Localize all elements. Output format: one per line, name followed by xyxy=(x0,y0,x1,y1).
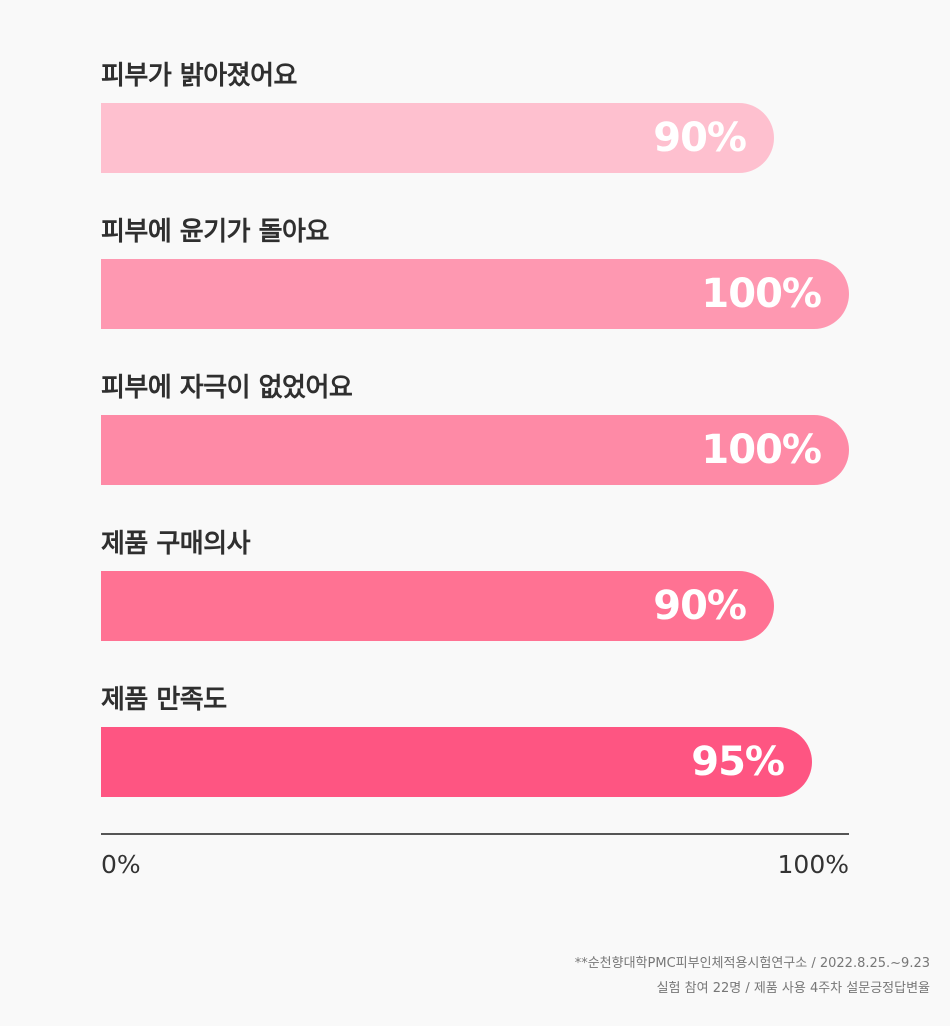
bar: 100% xyxy=(101,415,849,485)
bar-value-label: 95% xyxy=(691,739,785,785)
bar-value-label: 90% xyxy=(653,583,747,629)
bar: 100% xyxy=(101,259,849,329)
bar: 90% xyxy=(101,571,774,641)
bar-value-label: 90% xyxy=(653,115,747,161)
category-label: 제품 만족도 xyxy=(101,685,227,715)
category-label: 피부에 윤기가 돌아요 xyxy=(101,217,329,247)
bar-value-label: 100% xyxy=(701,271,822,317)
footnote-sample: 실험 참여 22명 / 제품 사용 4주차 설문긍정답변율 xyxy=(656,981,930,996)
category-label: 제품 구매의사 xyxy=(101,529,251,559)
bar: 90% xyxy=(101,103,774,173)
category-label: 피부가 밝아졌어요 xyxy=(101,61,297,91)
x-tick-label-min: 0% xyxy=(101,850,141,879)
x-tick-label-max: 100% xyxy=(777,850,849,879)
category-label: 피부에 자극이 없었어요 xyxy=(101,373,353,403)
x-axis-line xyxy=(101,833,849,835)
bar-value-label: 100% xyxy=(701,427,822,473)
footnote-source: **순천향대학PMC피부인체적용시험연구소 / 2022.8.25.~9.23 xyxy=(574,956,930,971)
bar: 95% xyxy=(101,727,812,797)
